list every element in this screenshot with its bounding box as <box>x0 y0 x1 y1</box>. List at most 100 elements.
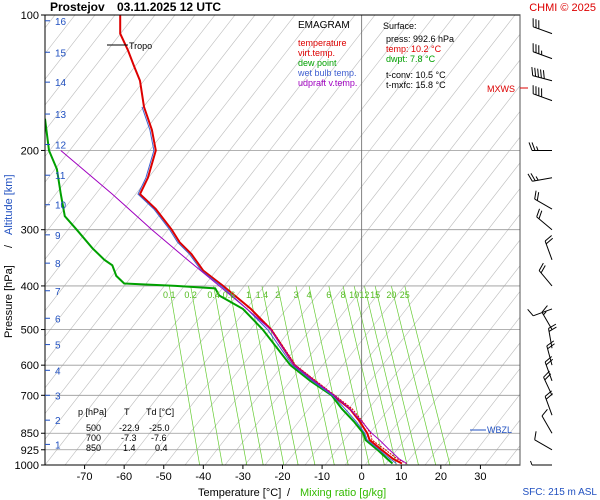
mixing-ratio-labels: 0.1 0.2 0.4 0.6 1 1.4 2 3 4 6 8 10 12 15 20 25 <box>163 290 410 300</box>
table-header-td: Td [°C] <box>146 407 174 417</box>
mixing-ratio-label: 15 <box>370 290 380 300</box>
wind-barb-shaft <box>534 198 553 210</box>
temperature-tick-label: 20 <box>435 471 447 483</box>
mixing-ratio-line <box>168 285 200 465</box>
mixing-ratio-axis-label: Mixing ratio [g/kg] <box>300 487 386 499</box>
series-virt-temp <box>119 15 408 464</box>
surface-title: Surface: <box>383 21 417 31</box>
wind-barb-half-flag <box>530 460 533 466</box>
dry-adiabat-line <box>124 15 476 465</box>
dry-adiabat-line <box>45 15 296 337</box>
dry-adiabat-line <box>104 15 456 465</box>
altitude-tick-label: 15 <box>55 48 67 59</box>
altitude-tick-label: 11 <box>55 171 66 182</box>
mixing-ratio-line <box>308 285 349 465</box>
wind-barb-shaft <box>533 26 553 35</box>
mxws-marker: MXWS <box>487 84 528 94</box>
mixing-ratio-label: 12 <box>359 290 369 300</box>
wind-barb-flag <box>545 393 554 400</box>
surface-tconv: t-conv: 10.5 °C <box>386 70 446 80</box>
wind-barb-flag <box>538 210 543 219</box>
pressure-tick-label: 1000 <box>15 460 39 472</box>
station-name: Prostejov <box>50 0 105 14</box>
wind-barb-shaft <box>533 51 553 60</box>
dry-adiabat-line <box>244 110 520 465</box>
wind-barb-flag <box>527 173 533 182</box>
wind-barb-shaft <box>548 328 553 349</box>
wind-barb-shaft <box>541 415 553 434</box>
mixing-ratio-label: 0.1 <box>163 290 176 300</box>
mxws-label: MXWS <box>487 84 515 94</box>
dry-adiabat-line <box>204 59 520 465</box>
table-row-p: 850 <box>86 443 101 453</box>
dry-adiabat-line <box>224 85 520 465</box>
legend-title: EMAGRAM <box>298 20 350 31</box>
table-row-t: -22.9 <box>119 423 140 433</box>
mixing-ratio-label: 6 <box>326 290 331 300</box>
pressure-tick-label: 400 <box>21 281 39 293</box>
pressure-tick-label: 500 <box>21 325 39 337</box>
temperature-tick-label: 0 <box>359 471 365 483</box>
temperature-tick-label: -60 <box>116 471 132 483</box>
mixing-ratio-line <box>277 285 316 465</box>
surface-dwpt: dwpt: 7.8 °C <box>386 54 436 64</box>
surface-press: press: 992.6 hPa <box>386 34 454 44</box>
dry-adiabat-line <box>384 290 520 465</box>
series-udpraft-v-temp <box>60 150 408 464</box>
table-row-td: 0.4 <box>155 443 168 453</box>
dry-adiabat-line <box>45 15 156 157</box>
temperature-tick-label: -10 <box>314 471 330 483</box>
altitude-tick-label: 4 <box>55 366 61 377</box>
mixing-ratio-label: 3 <box>293 290 298 300</box>
wind-barb-flag <box>544 390 552 397</box>
wind-barb-flag <box>534 190 537 200</box>
altitude-tick-label: 9 <box>55 231 61 242</box>
altitude-tick-label: 14 <box>55 78 67 89</box>
wind-barb-flag <box>543 370 550 378</box>
table-row-t: -7.3 <box>121 433 137 443</box>
wind-barb-shaft <box>546 345 553 366</box>
mixing-ratio-line <box>353 285 397 465</box>
mixing-ratio-line <box>391 285 437 465</box>
altitude-tick-label: 10 <box>55 201 67 212</box>
table-row-p: 500 <box>86 423 101 433</box>
plot-series <box>45 15 408 465</box>
mixing-ratio-label: 0.4 <box>207 290 220 300</box>
dry-adiabat-line <box>444 368 520 465</box>
wbzl-marker: WBZL <box>470 425 512 435</box>
wind-barb-half-flag <box>536 146 539 151</box>
mixing-ratio-label: 25 <box>400 290 410 300</box>
dry-adiabat-line <box>45 15 236 260</box>
mixing-ratio-label: 20 <box>386 290 396 300</box>
wind-barb-shaft <box>538 270 553 287</box>
temperature-tick-label: -70 <box>77 471 93 483</box>
mixing-ratio-label: 0.6 <box>223 290 236 300</box>
pressure-axis-label: Pressure [hPa] <box>3 265 15 338</box>
table-row-td: -25.0 <box>149 423 170 433</box>
pressure-axis: 100 200 300 400 500 600 700 850 925 1000 <box>15 10 45 472</box>
wind-barb-flag <box>542 70 545 79</box>
altitude-tick-label: 13 <box>55 110 67 121</box>
chart-datetime: 03.11.2025 12 UTC <box>117 0 221 14</box>
wind-barb-flag <box>544 235 552 242</box>
pressure-tick-label: 850 <box>21 428 39 440</box>
dry-adiabat-line <box>45 15 276 312</box>
altitude-tick-label: 3 <box>55 391 61 402</box>
y-axis-title: Pressure [hPa] / Altitude [km] <box>3 174 15 338</box>
mixing-ratio-line <box>213 285 248 465</box>
mixing-ratio-line <box>364 285 408 465</box>
mixing-ratio-line <box>374 285 419 465</box>
wind-barb-shaft <box>544 396 553 416</box>
axis-label-separator: / <box>3 244 15 248</box>
altitude-axis-label: Altitude [km] <box>3 174 15 235</box>
wind-barb-flag <box>538 262 544 271</box>
pressure-tick-label: 300 <box>21 225 39 237</box>
dry-adiabat-line <box>344 239 520 465</box>
table-row-td: -7.6 <box>151 433 167 443</box>
mixing-ratio-label: 0.2 <box>184 290 197 300</box>
dry-adiabat-line <box>284 162 520 465</box>
altitude-tick-label: 6 <box>55 314 61 325</box>
wind-barbs <box>527 18 557 466</box>
pressure-tick-label: 200 <box>21 145 39 157</box>
